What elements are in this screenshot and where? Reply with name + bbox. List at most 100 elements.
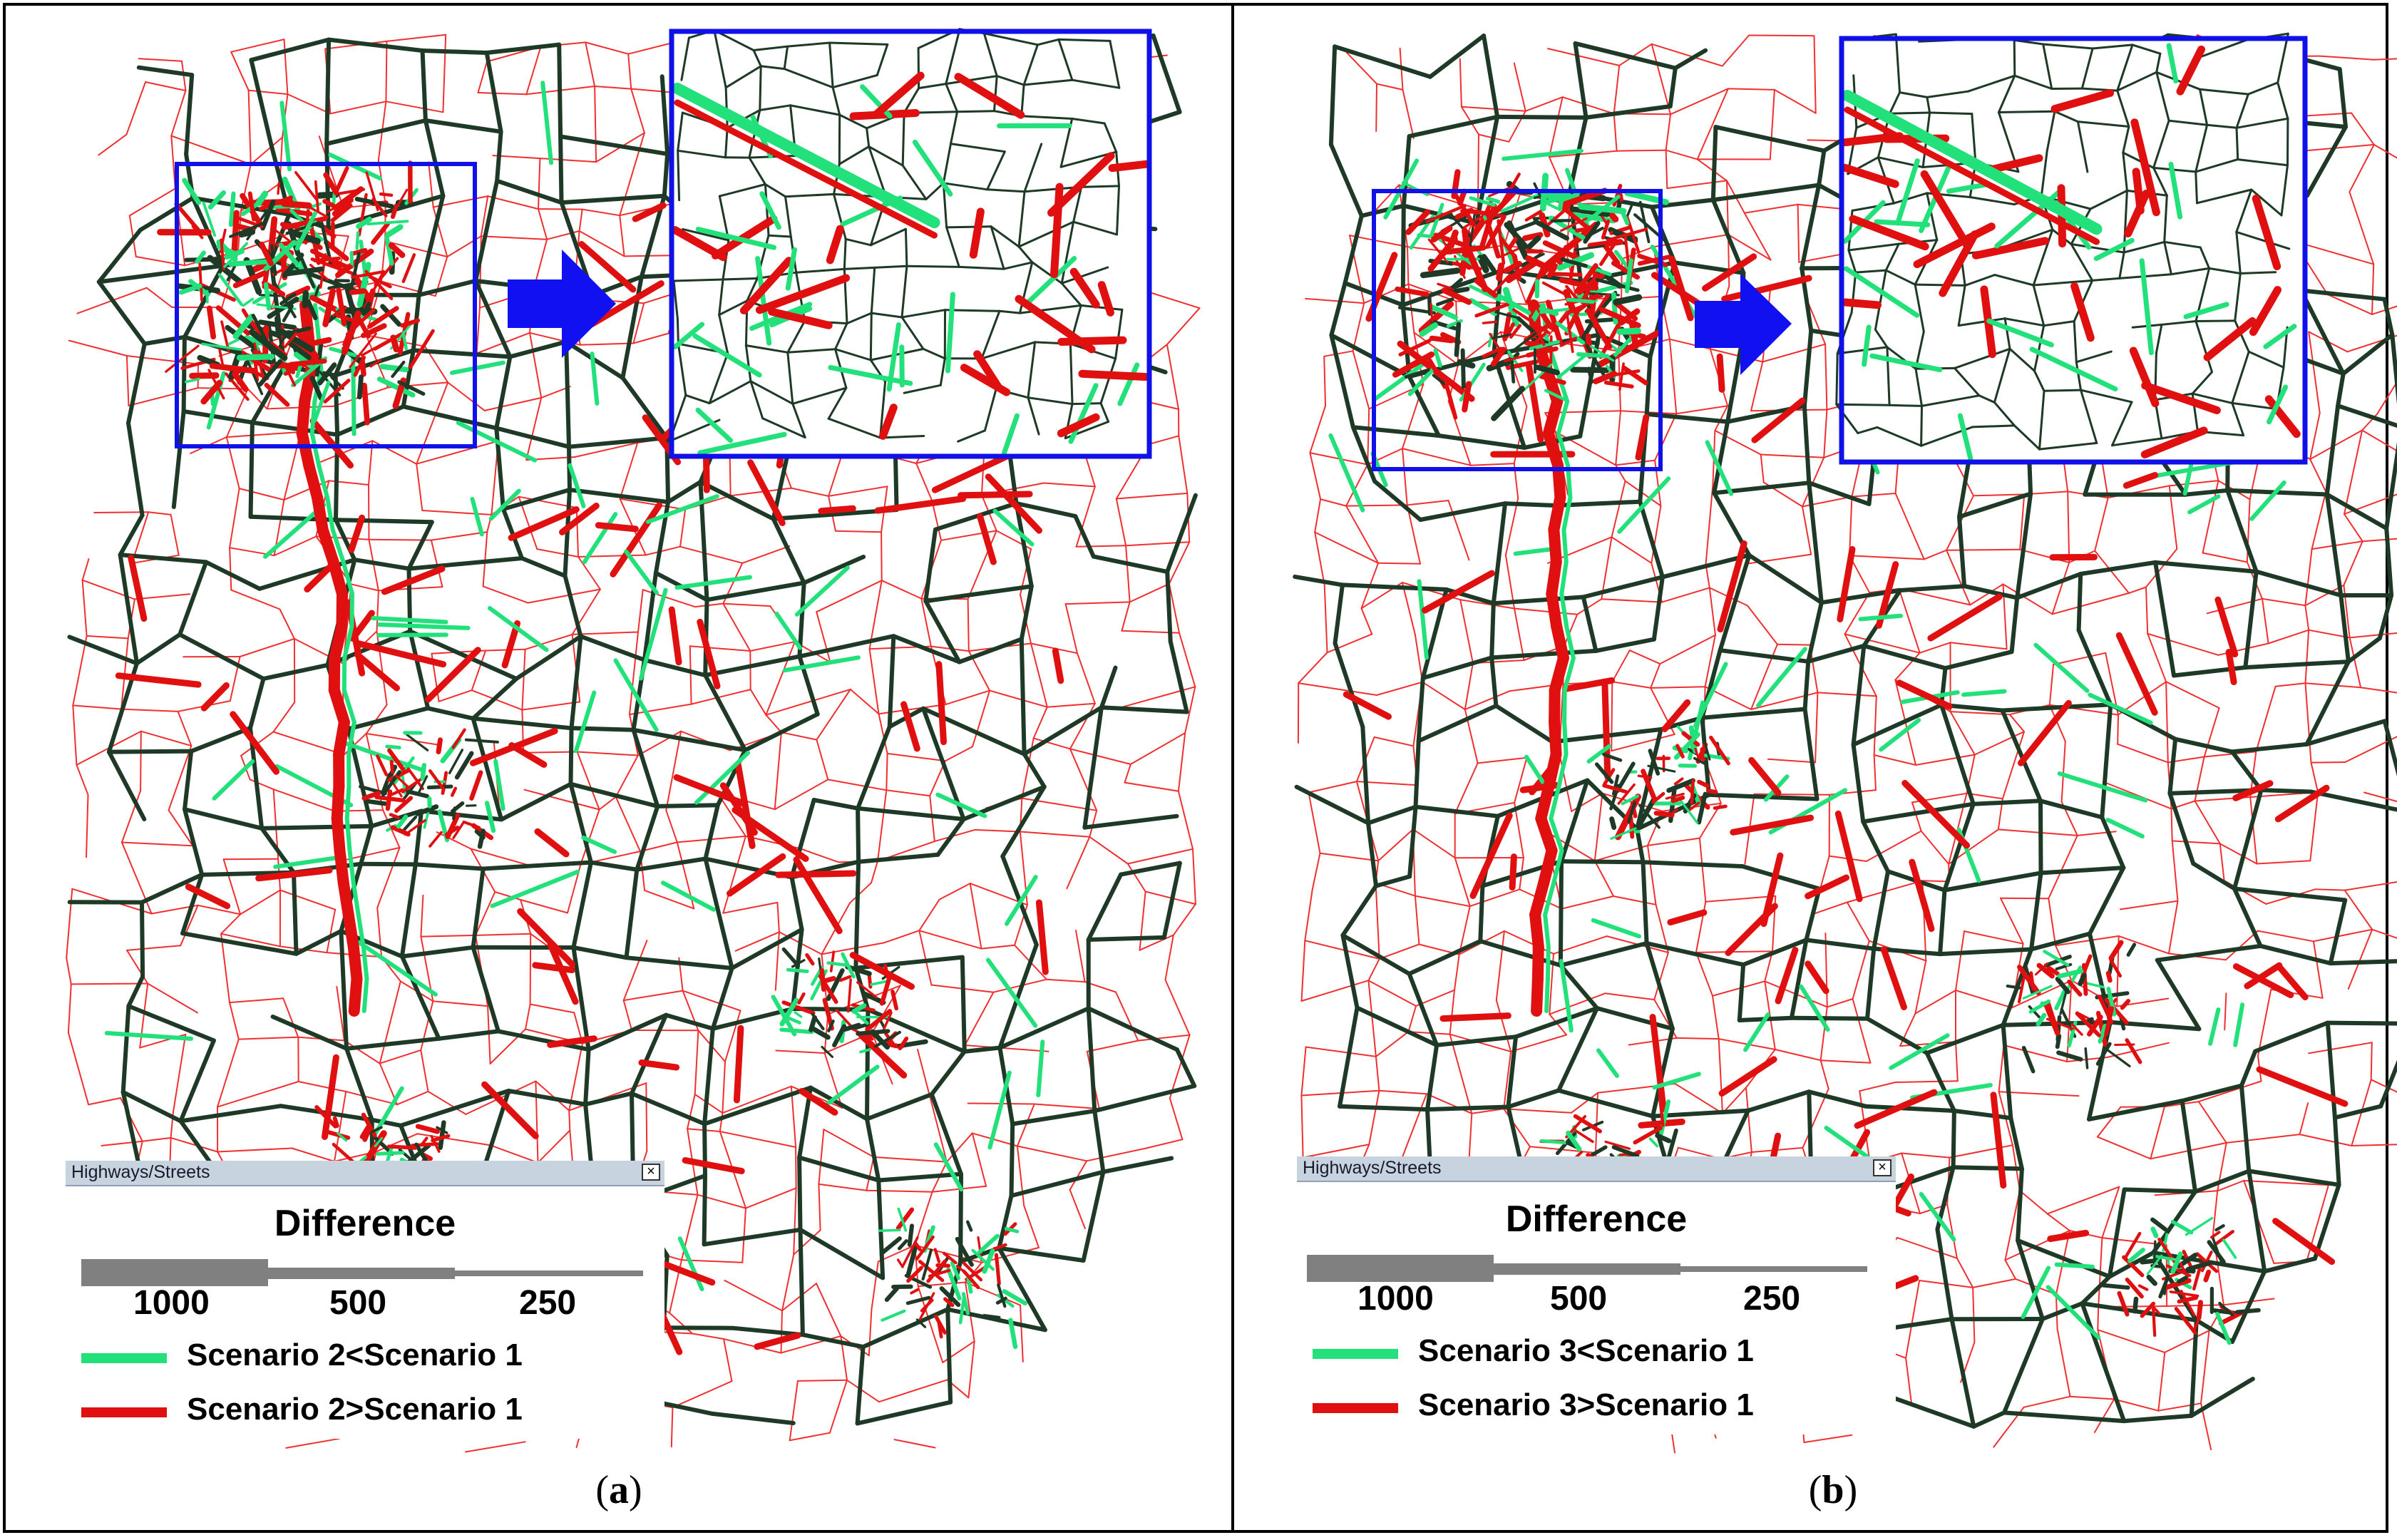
inset-road xyxy=(2167,119,2209,126)
city-road xyxy=(248,329,288,361)
minor-road xyxy=(347,846,401,861)
highway-link xyxy=(1407,804,1418,879)
highway-link xyxy=(1333,44,1432,79)
minor-road xyxy=(490,1144,539,1164)
increase-segment xyxy=(1718,1056,1777,1097)
inset-road xyxy=(1966,74,2016,93)
city-road xyxy=(1587,239,1623,250)
city-road xyxy=(404,818,426,836)
increase-segment xyxy=(470,727,558,766)
minor-road xyxy=(945,689,991,706)
inset-road xyxy=(2235,230,2242,274)
minor-road xyxy=(789,1432,831,1442)
minor-road xyxy=(66,888,73,959)
city-road xyxy=(388,242,406,258)
highway-link xyxy=(557,42,563,139)
highway-link xyxy=(659,74,670,156)
minor-road xyxy=(324,40,388,50)
increase-segment xyxy=(1422,570,1495,614)
minor-road xyxy=(734,931,780,952)
minor-road xyxy=(1447,500,1470,561)
increase-segment xyxy=(1526,364,1544,443)
minor-road xyxy=(615,796,641,853)
inset-road xyxy=(2042,43,2094,50)
highway-link xyxy=(2332,1115,2341,1187)
city-road xyxy=(386,1144,417,1150)
increase-segment xyxy=(2274,784,2330,823)
city-road xyxy=(385,224,404,238)
city-road xyxy=(384,235,394,266)
city-road xyxy=(361,791,381,801)
city-road xyxy=(431,1134,451,1143)
minor-road xyxy=(579,342,635,346)
minor-road xyxy=(2304,548,2313,607)
minor-road xyxy=(2197,1080,2262,1103)
inset-road xyxy=(672,279,679,320)
minor-road xyxy=(578,208,583,232)
increase-segment xyxy=(128,555,148,622)
highway-link xyxy=(495,129,503,183)
city-road xyxy=(1500,192,1543,213)
close-icon[interactable]: × xyxy=(642,1164,660,1181)
minor-road xyxy=(2373,58,2397,61)
increase-segment xyxy=(1649,1014,1667,1112)
inset-road xyxy=(1020,115,1074,120)
highway-link xyxy=(1668,66,1678,109)
inset-road xyxy=(2076,120,2089,173)
minor-road xyxy=(126,945,182,951)
city-road xyxy=(782,1015,801,1025)
inset-road xyxy=(1884,269,1916,286)
highway-link xyxy=(2336,371,2346,409)
city-road xyxy=(2029,971,2036,991)
decrease-segment xyxy=(374,1086,404,1135)
minor-road xyxy=(538,158,541,210)
minor-road xyxy=(249,779,274,791)
minor-road xyxy=(945,1132,973,1163)
increase-segment xyxy=(2132,168,2145,215)
minor-road xyxy=(1172,903,1196,936)
increase-segment xyxy=(517,908,576,968)
decrease-segment xyxy=(1652,1072,1701,1090)
minor-road xyxy=(229,547,232,591)
city-road xyxy=(309,375,324,401)
decrease-segment xyxy=(828,364,913,386)
increase-segment xyxy=(1920,170,1971,250)
city-road xyxy=(2179,1262,2189,1278)
minor-road xyxy=(2069,1395,2115,1400)
decrease-segment xyxy=(672,83,940,229)
decrease-segment xyxy=(449,360,505,375)
highway-link xyxy=(2243,659,2351,670)
minor-road xyxy=(2360,687,2397,694)
city-road xyxy=(258,294,282,297)
close-icon[interactable]: × xyxy=(1873,1159,1892,1176)
minor-road xyxy=(2308,331,2321,414)
inset-road xyxy=(2163,240,2202,249)
minor-road xyxy=(1549,992,1606,1015)
increase-segment xyxy=(610,502,662,578)
decrease-segment xyxy=(1874,219,1931,227)
highway-link xyxy=(473,178,500,283)
inset-road xyxy=(939,357,946,386)
city-road xyxy=(178,283,202,295)
inset-road xyxy=(2073,279,2094,323)
inset-road xyxy=(783,45,789,71)
highway-link xyxy=(2230,1269,2267,1344)
increase-segment xyxy=(632,202,667,222)
minor-road xyxy=(1504,497,1519,556)
highway-link xyxy=(2078,560,2158,576)
minor-road xyxy=(72,704,123,710)
city-road xyxy=(2152,1254,2175,1261)
increase-segment xyxy=(1035,899,1049,975)
highway-link xyxy=(1416,676,1425,744)
minor-road xyxy=(2219,843,2258,865)
inset-road xyxy=(1060,266,1109,284)
width-label-500: 500 xyxy=(329,1284,387,1322)
minor-road xyxy=(2304,605,2310,631)
decrease-segment xyxy=(755,256,772,346)
highway-link xyxy=(2232,788,2264,891)
inset-road xyxy=(795,267,846,274)
inset-road xyxy=(1899,91,1929,98)
increase-segment xyxy=(747,459,786,526)
figure-frame xyxy=(3,3,2388,1533)
city-road xyxy=(444,826,460,837)
